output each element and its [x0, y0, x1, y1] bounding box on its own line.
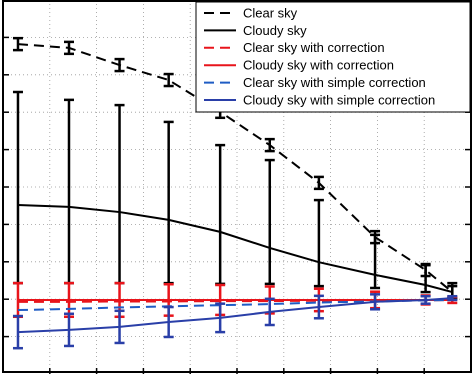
series-line	[17, 298, 453, 312]
legend-label: Clear sky with simple correction	[243, 75, 426, 90]
legend-label: Cloudy sky with correction	[243, 58, 394, 73]
legend-box	[195, 1, 471, 113]
series-line	[17, 203, 453, 294]
legend-label: Clear sky with correction	[243, 40, 385, 55]
series-line	[17, 298, 453, 303]
legend-label: Cloudy sky with simple correction	[243, 92, 435, 107]
series-line	[17, 43, 453, 293]
series-line	[17, 297, 453, 334]
legend-label: Clear sky	[243, 5, 298, 20]
legend-label: Cloudy sky	[243, 23, 307, 38]
